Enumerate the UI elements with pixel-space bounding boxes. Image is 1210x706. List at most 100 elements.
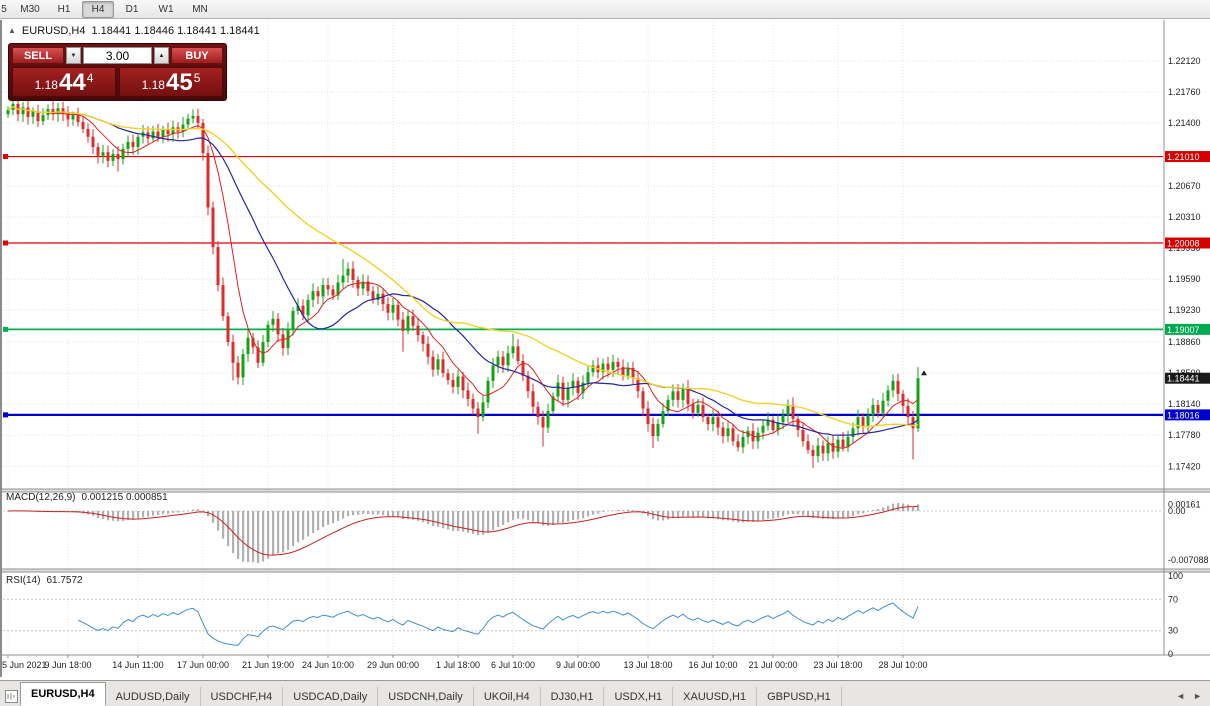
ask-price[interactable]: 1.18 45 5 — [119, 67, 223, 97]
tab-audusd-daily[interactable]: AUDUSD,Daily — [106, 687, 201, 706]
svg-text:70: 70 — [1168, 594, 1178, 604]
rsi-value: 61.7572 — [46, 575, 83, 586]
svg-text:0.00161: 0.00161 — [1168, 499, 1201, 509]
sell-button[interactable]: SELL — [12, 47, 64, 64]
timeframe-button-mn[interactable]: MN — [192, 3, 208, 15]
svg-text:1.18140: 1.18140 — [1168, 399, 1201, 409]
rsi-title: RSI(14) — [6, 575, 41, 586]
svg-text:1.17420: 1.17420 — [1168, 461, 1201, 471]
svg-text:0.00: 0.00 — [1168, 506, 1186, 516]
macd-signal-line — [7, 505, 919, 556]
chart-ohlc-values: 1.18441 1.18446 1.18441 1.18441 — [91, 25, 260, 37]
svg-text:1.19230: 1.19230 — [1168, 305, 1201, 315]
time-axis-label: 14 Jun 11:00 — [112, 660, 163, 670]
svg-text:1.17780: 1.17780 — [1168, 430, 1201, 440]
time-axis-label: 28 Jul 10:00 — [878, 660, 927, 670]
rsi-line — [77, 602, 919, 646]
svg-text:1.18441: 1.18441 — [1167, 374, 1200, 384]
tab-gbpusd-h1[interactable]: GBPUSD,H1 — [757, 687, 842, 706]
ask-price-pips: 45 — [165, 69, 193, 96]
tab-dj30-h1[interactable]: DJ30,H1 — [541, 687, 605, 706]
svg-text:1.19590: 1.19590 — [1168, 274, 1201, 284]
tab-usdchf-h4[interactable]: USDCHF,H4 — [201, 687, 284, 706]
time-axis-label: 29 Jun 00:00 — [367, 660, 419, 670]
svg-text:100: 100 — [1168, 571, 1183, 581]
chart-symbol-label: EURUSD,H4 — [21, 25, 86, 37]
tab-usdcnh-daily[interactable]: USDCNH,Daily — [378, 687, 474, 706]
rsi-panel — [3, 598, 1163, 646]
timeframe-button-m30[interactable]: M30 — [20, 3, 40, 15]
macd-panel — [3, 503, 1163, 563]
time-axis-label: 9 Jun 18:00 — [44, 660, 91, 670]
time-axis-label: 13 Jul 18:00 — [623, 660, 672, 670]
timeframe-button-h4[interactable]: H4 — [82, 0, 114, 18]
chart-tab-bar: EURUSD,H4 AUDUSD,Daily USDCHF,H4 USDCAD,Dai… — [0, 680, 1210, 706]
slow-ma — [7, 106, 919, 428]
price-badge — [1165, 237, 1210, 249]
price-badge — [1165, 151, 1210, 163]
tab-ukoil-h4[interactable]: UKOil,H4 — [474, 687, 541, 706]
svg-text:1.20008: 1.20008 — [1167, 239, 1200, 249]
macd-values: 0.001215 0.000851 — [81, 492, 168, 503]
price-badge — [1165, 409, 1210, 421]
timeframe-button-5[interactable]: 5 — [1, 3, 7, 15]
price-badge — [1165, 372, 1210, 384]
svg-text:-0.007088: -0.007088 — [1168, 555, 1209, 565]
svg-text:0: 0 — [1168, 649, 1173, 659]
time-axis-label: 5 Jun 2021 — [2, 660, 47, 670]
svg-text:1.21400: 1.21400 — [1168, 118, 1201, 128]
rsi-label: RSI(14) 61.7572 — [6, 575, 83, 586]
time-axis-label: 21 Jun 19:00 — [242, 660, 294, 670]
time-axis-label: 17 Jun 00:00 — [177, 660, 229, 670]
time-axis-label: 16 Jul 10:00 — [688, 660, 737, 670]
bid-price-pips: 44 — [58, 69, 86, 96]
chart-title: ▲ EURUSD,H4 1.18441 1.18446 1.18441 1.18… — [8, 25, 260, 37]
last-price-arrow-icon — [921, 370, 927, 376]
one-click-collapse-icon[interactable]: ▲ — [8, 26, 16, 35]
svg-text:1.21760: 1.21760 — [1168, 87, 1201, 97]
ask-price-base: 1.18 — [141, 78, 165, 92]
chart-window-icon — [2, 686, 20, 706]
candlestick-layer — [6, 96, 920, 468]
macd-title: MACD(12,26,9) — [6, 492, 76, 503]
tab-usdcad-daily[interactable]: USDCAD,Daily — [283, 687, 379, 706]
time-axis-label: 21 Jul 00:00 — [748, 660, 797, 670]
volume-decrease-button[interactable]: ▼ — [66, 47, 81, 64]
time-axis-label: 24 Jun 10:00 — [302, 660, 354, 670]
svg-text:1.22120: 1.22120 — [1168, 56, 1201, 66]
time-axis-label: 23 Jul 18:00 — [813, 660, 862, 670]
bid-price-base: 1.18 — [34, 78, 58, 92]
svg-text:1.20310: 1.20310 — [1168, 212, 1201, 222]
time-axis-label: 1 Jul 18:00 — [436, 660, 480, 670]
timeframe-button-h1[interactable]: H1 — [57, 3, 71, 15]
tab-xauusd-h1[interactable]: XAUUSD,H1 — [673, 687, 758, 706]
svg-text:30: 30 — [1168, 626, 1178, 636]
svg-text:1.19007: 1.19007 — [1167, 325, 1200, 335]
ask-price-fraction: 5 — [193, 71, 201, 85]
time-axis-label: 9 Jul 00:00 — [556, 660, 600, 670]
buy-button[interactable]: BUY — [171, 47, 223, 64]
time-axis-label: 6 Jul 10:00 — [491, 660, 535, 670]
price-badge — [1165, 323, 1210, 335]
tab-scroll-right-icon[interactable]: ► — [1193, 691, 1202, 701]
timeframe-button-d1[interactable]: D1 — [125, 3, 139, 15]
tab-usdx-h1[interactable]: USDX,H1 — [604, 687, 674, 706]
mid-ma — [7, 106, 919, 436]
bid-price-fraction: 4 — [86, 71, 94, 85]
tab-eurusd-h4[interactable]: EURUSD,H4 — [20, 682, 106, 706]
volume-input[interactable]: 3.00 — [83, 47, 152, 64]
svg-text:1.20670: 1.20670 — [1168, 181, 1201, 191]
svg-text:1.18860: 1.18860 — [1168, 337, 1201, 347]
tab-scroll-left-icon[interactable]: ◄ — [1176, 691, 1186, 701]
volume-increase-button[interactable]: ▲ — [154, 47, 169, 64]
bid-price[interactable]: 1.18 44 4 — [12, 67, 116, 97]
macd-label: MACD(12,26,9) 0.001215 0.000851 — [6, 492, 168, 503]
window-edge — [0, 20, 2, 677]
timeframe-button-w1[interactable]: W1 — [158, 3, 174, 15]
svg-text:1.18016: 1.18016 — [1167, 410, 1200, 420]
timeframe-toolbar: 5 M30 H1 H4 D1 W1 MN — [0, 0, 1210, 19]
one-click-trading-panel: SELL ▼ 3.00 ▲ BUY 1.18 44 4 1.18 45 5 — [8, 43, 227, 101]
horizontal-level-lines[interactable] — [3, 154, 1163, 418]
svg-text:1.21010: 1.21010 — [1167, 152, 1200, 162]
